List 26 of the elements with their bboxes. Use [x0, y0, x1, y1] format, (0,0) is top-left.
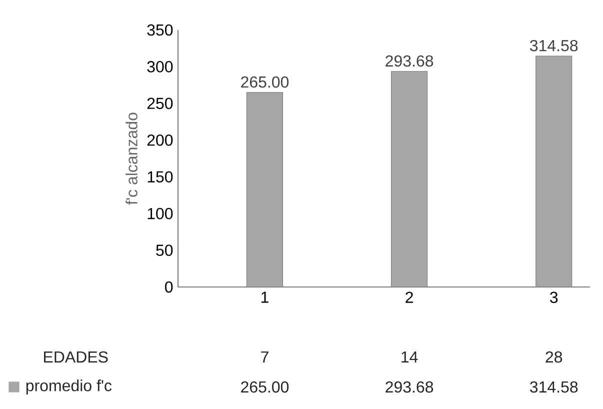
text: 293.68 — [386, 55, 434, 67]
text: 7 — [261, 351, 268, 362]
data-label: 314.58 — [530, 381, 578, 393]
y-tick-label: 250 — [147, 98, 173, 110]
y-tick-label: 0 — [165, 281, 173, 293]
y-tick-label: 100 — [148, 208, 173, 220]
text: 28 — [546, 351, 562, 363]
text: 14 — [402, 351, 418, 362]
data-label: 293.68 — [386, 381, 434, 393]
bar — [391, 71, 428, 288]
bar — [246, 92, 284, 288]
text: 265.00 — [241, 76, 289, 88]
y-tick-label: 350 — [147, 24, 173, 36]
x-tick-label: 3 — [550, 292, 558, 304]
text: 314.58 — [530, 40, 578, 52]
x-tick-label: 1 — [262, 292, 268, 303]
data-label: 265.00 — [241, 381, 289, 393]
y-tick-label: 50 — [156, 244, 173, 256]
x-tick-label: 2 — [406, 292, 413, 303]
y-axis-title: f'c alcanzado — [126, 112, 138, 205]
bar — [536, 56, 572, 288]
y-tick-label: 200 — [147, 134, 173, 146]
text: EDADES — [44, 351, 108, 363]
y-tick-label: 300 — [147, 61, 173, 72]
y-tick-label: 150 — [148, 171, 173, 182]
legend-label: promedio f'c — [26, 380, 112, 394]
